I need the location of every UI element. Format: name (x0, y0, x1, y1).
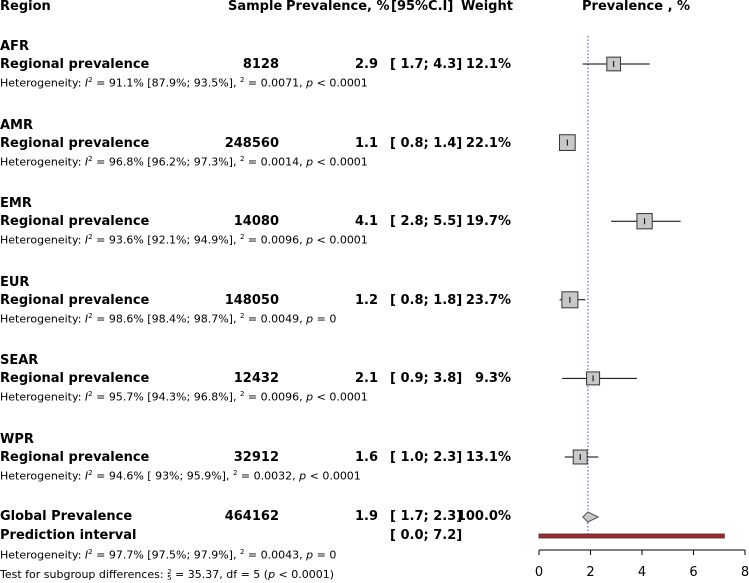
sample-value: 248560 (224, 135, 279, 151)
region-name: AFR (0, 39, 29, 54)
regional-prevalence-label: Regional prevalence (0, 57, 150, 72)
global-heterogeneity: Heterogeneity: I2 = 97.7% [97.5%; 97.9%]… (0, 548, 337, 562)
regional-prevalence-label: Regional prevalence (0, 135, 150, 151)
sample-value: 12432 (233, 371, 279, 387)
global-sample: 464162 (224, 509, 279, 524)
plot-title: Prevalence , % (582, 0, 691, 14)
weight-value: 9.3% (474, 371, 511, 387)
ci-value: [ 0.9; 3.8] (390, 371, 463, 387)
prevalence-value: 1.6 (354, 450, 378, 465)
heterogeneity-line: Heterogeneity: I2 = 95.7% [94.3%; 96.8%]… (0, 390, 368, 405)
heterogeneity-line: Heterogeneity: I2 = 94.6% [ 93%; 95.9%],… (0, 469, 361, 483)
region-name: AMR (0, 117, 34, 133)
regional-prevalence-label: Regional prevalence (0, 371, 150, 387)
prevalence-value: 2.9 (354, 57, 378, 72)
region-name: SEAR (0, 353, 39, 369)
ci-value: [ 2.8; 5.5] (390, 214, 463, 230)
prevalence-value: 1.1 (354, 135, 378, 151)
ci-value: [ 1.7; 4.3] (390, 57, 463, 72)
weight-value: 23.7% (465, 292, 511, 308)
heterogeneity-line: Heterogeneity: I2 = 96.8% [96.2%; 97.3%]… (0, 154, 368, 169)
header-region: Region (0, 0, 51, 14)
region-name: EMR (0, 196, 32, 212)
sample-value: 32912 (233, 450, 279, 465)
regional-prevalence-label: Regional prevalence (0, 450, 150, 465)
regional-prevalence-label: Regional prevalence (0, 214, 150, 230)
regional-prevalence-label: Regional prevalence (0, 292, 150, 308)
global-prevalence: 1.9 (354, 509, 378, 524)
weight-value: 12.1% (465, 57, 511, 72)
global-weight: 100.0% (456, 509, 511, 524)
prediction-interval-ci: [ 0.0; 7.2] (390, 528, 463, 543)
weight-value: 19.7% (465, 214, 511, 230)
x-tick-label: 8 (741, 565, 749, 580)
sample-value: 8128 (242, 57, 279, 72)
x-tick-label: 2 (586, 565, 594, 580)
x-tick-label: 0 (535, 565, 543, 580)
pooled-diamond (582, 511, 600, 523)
header-sample: Sample (228, 0, 283, 14)
region-name: WPR (0, 432, 34, 447)
prevalence-value: 2.1 (354, 371, 378, 387)
x-tick-label: 6 (689, 565, 697, 580)
header-ci: [95%C.I] (391, 0, 454, 14)
weight-value: 13.1% (465, 450, 511, 465)
header-prevalence: Prevalence, % (286, 0, 390, 14)
sample-value: 14080 (233, 214, 279, 230)
header-weight: Weight (461, 0, 513, 14)
region-name: EUR (0, 274, 30, 290)
x-tick-label: 4 (638, 565, 646, 580)
weight-value: 22.1% (465, 135, 511, 151)
prediction-interval-bar (538, 533, 725, 539)
heterogeneity-line: Heterogeneity: I2 = 91.1% [87.9%; 93.5%]… (0, 76, 368, 90)
prediction-interval-label: Prediction interval (0, 528, 137, 543)
prevalence-value: 1.2 (354, 292, 378, 308)
ci-value: [ 1.0; 2.3] (390, 450, 463, 465)
heterogeneity-line: Heterogeneity: I2 = 93.6% [92.1%; 94.9%]… (0, 233, 368, 247)
prevalence-value: 4.1 (354, 214, 378, 230)
sample-value: 148050 (224, 292, 279, 308)
global-label: Global Prevalence (0, 509, 133, 524)
ci-value: [ 0.8; 1.4] (390, 135, 463, 151)
global-ci: [ 1.7; 2.3] (390, 509, 463, 524)
heterogeneity-line: Heterogeneity: I2 = 98.6% [98.4%; 98.7%]… (0, 311, 337, 326)
ci-value: [ 0.8; 1.8] (390, 292, 463, 308)
